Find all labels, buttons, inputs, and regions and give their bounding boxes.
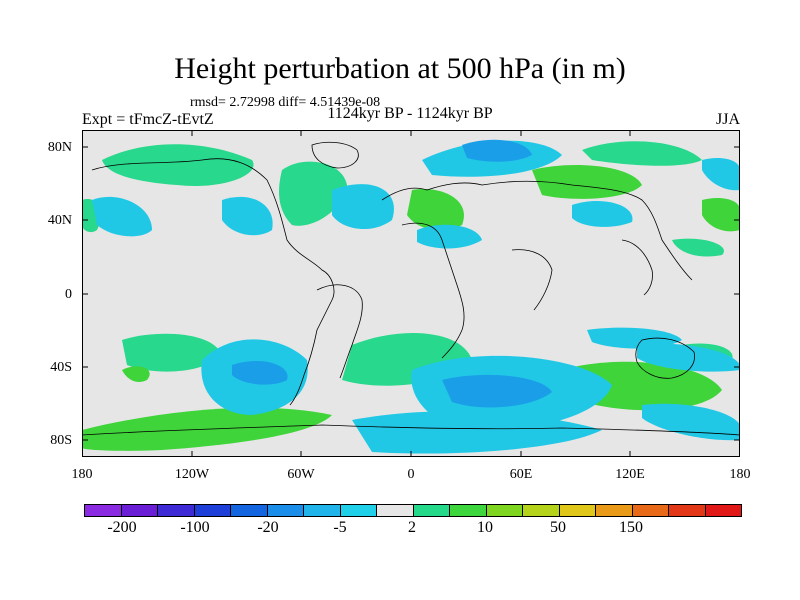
lon-label: 120W [174,467,210,482]
height-perturbation-map [82,130,740,457]
colorbar-label: -100 [180,519,210,536]
season-label: JJA [715,111,740,128]
axis-ticks [82,130,740,457]
colorbar-swatch [377,505,414,516]
colorbar-label: 50 [550,519,566,536]
colorbar-label: 10 [477,519,493,536]
lat-label: 80N [47,140,72,155]
colorbar-swatch [450,505,487,516]
lon-label: 0 [407,467,415,482]
lon-label: 180 [71,467,93,482]
colorbar-label: -200 [107,519,137,536]
colorbar-swatch [705,505,741,516]
colorbar-swatch [669,505,706,516]
colorbar-swatch [231,505,268,516]
lon-label: 60W [287,467,315,482]
lon-label: 120E [615,467,645,482]
chart-title: Height perturbation at 500 hPa (in m) [174,52,626,85]
lat-label: 80S [50,433,72,448]
coastlines [82,141,740,436]
colorbar-label: -5 [333,519,347,536]
colorbar-swatch [85,505,122,516]
colorbar-swatch [596,505,633,516]
colorbar-swatch [523,505,560,516]
colorbar-label: -20 [257,519,279,536]
colorbar [84,504,742,517]
experiment-label: Expt = tFmcZ-tEvtZ [82,111,214,128]
map-panel [82,130,740,457]
lat-label: 40S [50,360,72,375]
lon-label: 60E [509,467,533,482]
lon-label: 180 [729,467,751,482]
colorbar-swatch [486,505,523,516]
period-label: 1124kyr BP - 1124kyr BP [327,105,493,122]
colorbar-swatch [121,505,158,516]
colorbar-swatch [194,505,231,516]
lat-label: 0 [65,287,72,302]
colorbar-label: 2 [408,519,416,536]
colorbar-swatch [158,505,195,516]
negative-anomaly-regions [92,139,740,454]
lat-label: 40N [47,213,72,228]
stats-text: rmsd= 2.72998 diff= 4.51439e-08 [190,95,381,110]
colorbar-swatch [267,505,304,516]
colorbar-swatch [632,505,669,516]
colorbar-label: 150 [619,519,643,536]
colorbar-swatch [304,505,341,516]
colorbar-swatch [340,505,377,516]
colorbar-swatch [413,505,450,516]
colorbar-swatch [559,505,596,516]
